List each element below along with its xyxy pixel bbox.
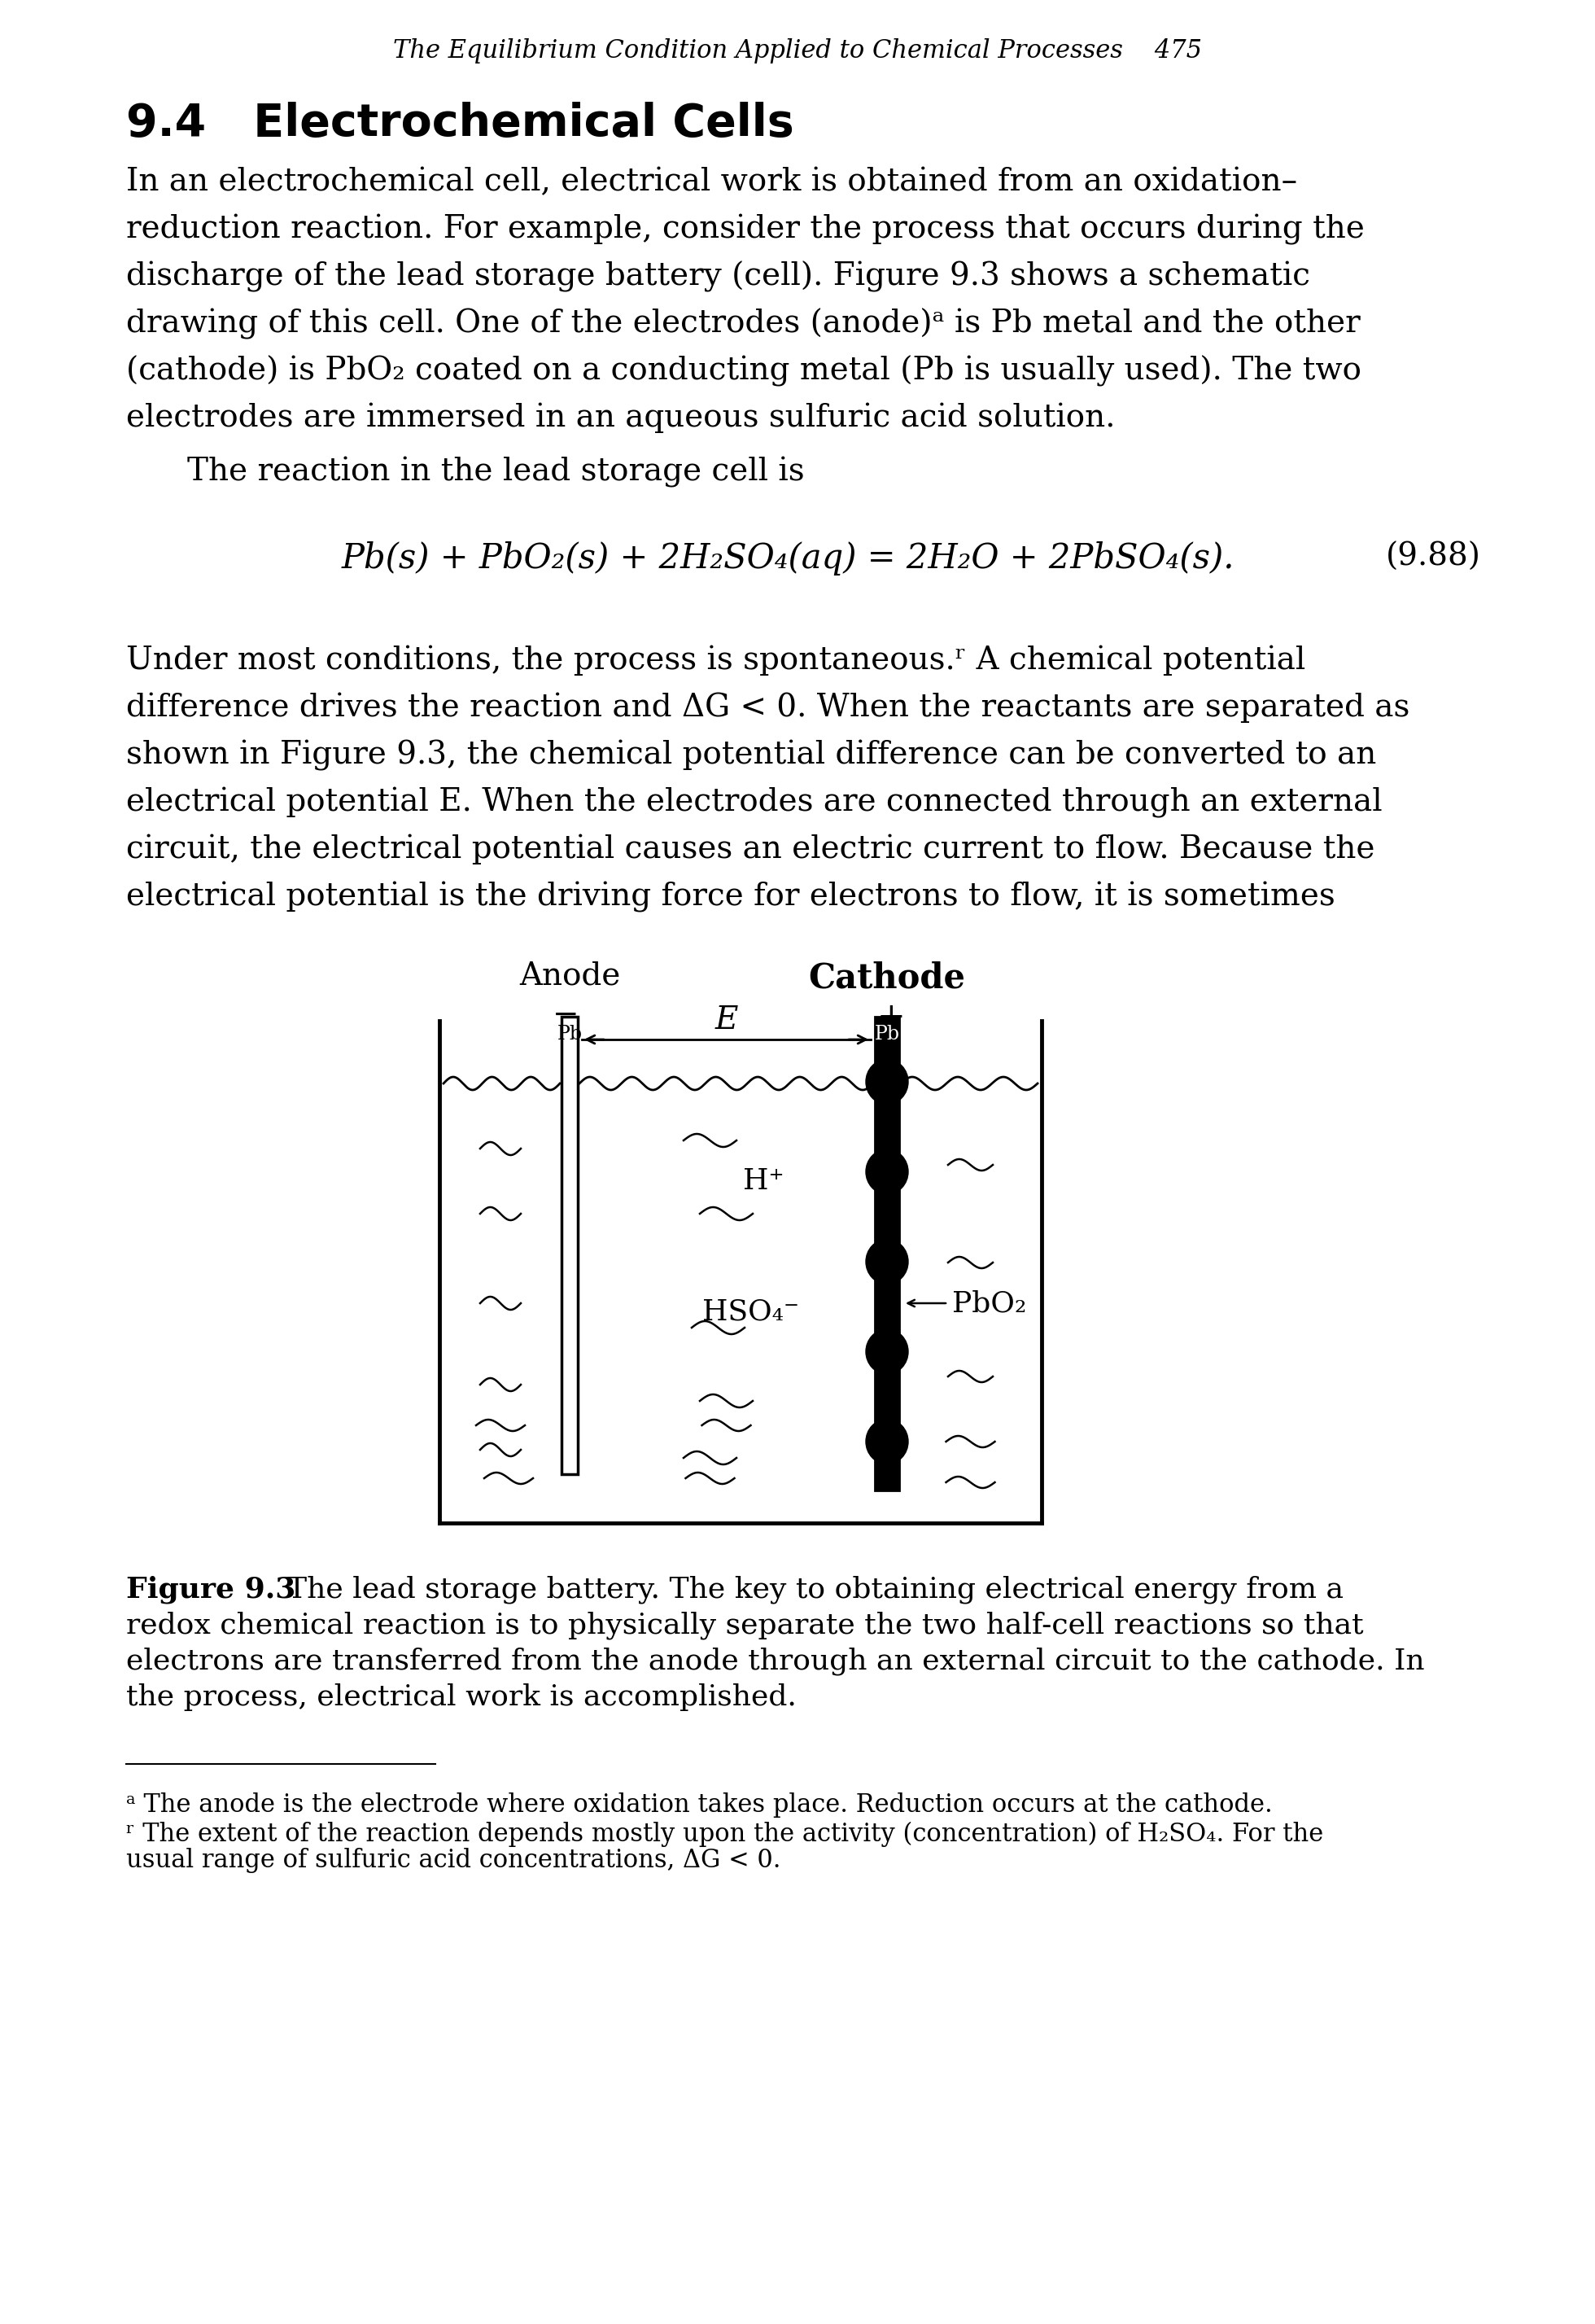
Text: electrons are transferred from the anode through an external circuit to the cath: electrons are transferred from the anode… — [126, 1648, 1424, 1676]
Ellipse shape — [866, 1060, 908, 1104]
Text: Pb: Pb — [874, 1025, 900, 1043]
Text: drawing of this cell. One of the electrodes (anode)ᵃ is Pb metal and the other: drawing of this cell. One of the electro… — [126, 309, 1361, 339]
Text: electrical potential is the driving force for electrons to flow, it is sometimes: electrical potential is the driving forc… — [126, 881, 1335, 913]
Ellipse shape — [866, 1420, 908, 1464]
Text: circuit, the electrical potential causes an electric current to flow. Because th: circuit, the electrical potential causes… — [126, 834, 1375, 865]
Text: −: − — [552, 999, 579, 1030]
Text: HSO₄⁻: HSO₄⁻ — [702, 1297, 799, 1325]
Ellipse shape — [866, 1239, 908, 1285]
Text: usual range of sulfuric acid concentrations, ΔG < 0.: usual range of sulfuric acid concentrati… — [126, 1848, 782, 1873]
Text: In an electrochemical cell, electrical work is obtained from an oxidation–: In an electrochemical cell, electrical w… — [126, 167, 1297, 198]
Text: H⁺: H⁺ — [743, 1167, 783, 1195]
Text: The lead storage battery. The key to obtaining electrical energy from a: The lead storage battery. The key to obt… — [268, 1576, 1343, 1604]
Text: ʳ The extent of the reaction depends mostly upon the activity (concentration) of: ʳ The extent of the reaction depends mos… — [126, 1822, 1324, 1848]
Text: E: E — [715, 1006, 738, 1037]
Text: The Equilibrium Condition Applied to Chemical Processes    475: The Equilibrium Condition Applied to Che… — [392, 37, 1203, 63]
Ellipse shape — [866, 1329, 908, 1373]
Text: shown in Figure 9.3, the chemical potential difference can be converted to an: shown in Figure 9.3, the chemical potent… — [126, 739, 1376, 772]
Text: Pb(s) + PbO₂(s) + 2H₂SO₄(aq) = 2H₂O + 2PbSO₄(s).: Pb(s) + PbO₂(s) + 2H₂SO₄(aq) = 2H₂O + 2P… — [341, 541, 1235, 576]
Text: (cathode) is PbO₂ coated on a conducting metal (Pb is usually used). The two: (cathode) is PbO₂ coated on a conducting… — [126, 356, 1362, 388]
Text: Cathode: Cathode — [809, 962, 965, 995]
Text: redox chemical reaction is to physically separate the two half-cell reactions so: redox chemical reaction is to physically… — [126, 1613, 1364, 1641]
Text: discharge of the lead storage battery (cell). Figure 9.3 shows a schematic: discharge of the lead storage battery (c… — [126, 260, 1309, 293]
Text: Anode: Anode — [518, 962, 620, 992]
Text: Under most conditions, the process is spontaneous.ʳ A chemical potential: Under most conditions, the process is sp… — [126, 646, 1305, 676]
Text: ᵃ The anode is the electrode where oxidation takes place. Reduction occurs at th: ᵃ The anode is the electrode where oxida… — [126, 1792, 1273, 1817]
Bar — [561, 1016, 577, 1473]
Text: Pb: Pb — [557, 1025, 582, 1043]
Text: 9.4   Electrochemical Cells: 9.4 Electrochemical Cells — [126, 102, 794, 146]
Text: The reaction in the lead storage cell is: The reaction in the lead storage cell is — [187, 456, 804, 488]
Ellipse shape — [866, 1150, 908, 1195]
Text: (9.88): (9.88) — [1386, 541, 1482, 572]
Bar — [440, 1083, 1040, 1522]
Text: PbO₂: PbO₂ — [952, 1290, 1027, 1318]
Text: the process, electrical work is accomplished.: the process, electrical work is accompli… — [126, 1683, 796, 1710]
Text: reduction reaction. For example, consider the process that occurs during the: reduction reaction. For example, conside… — [126, 214, 1365, 244]
Text: +: + — [877, 999, 906, 1034]
Text: electrodes are immersed in an aqueous sulfuric acid solution.: electrodes are immersed in an aqueous su… — [126, 402, 1115, 435]
Text: Figure 9.3: Figure 9.3 — [126, 1576, 295, 1604]
Text: electrical potential E. When the electrodes are connected through an external: electrical potential E. When the electro… — [126, 788, 1383, 818]
Text: difference drives the reaction and ΔG < 0. When the reactants are separated as: difference drives the reaction and ΔG < … — [126, 693, 1410, 723]
Bar — [874, 1016, 900, 1490]
